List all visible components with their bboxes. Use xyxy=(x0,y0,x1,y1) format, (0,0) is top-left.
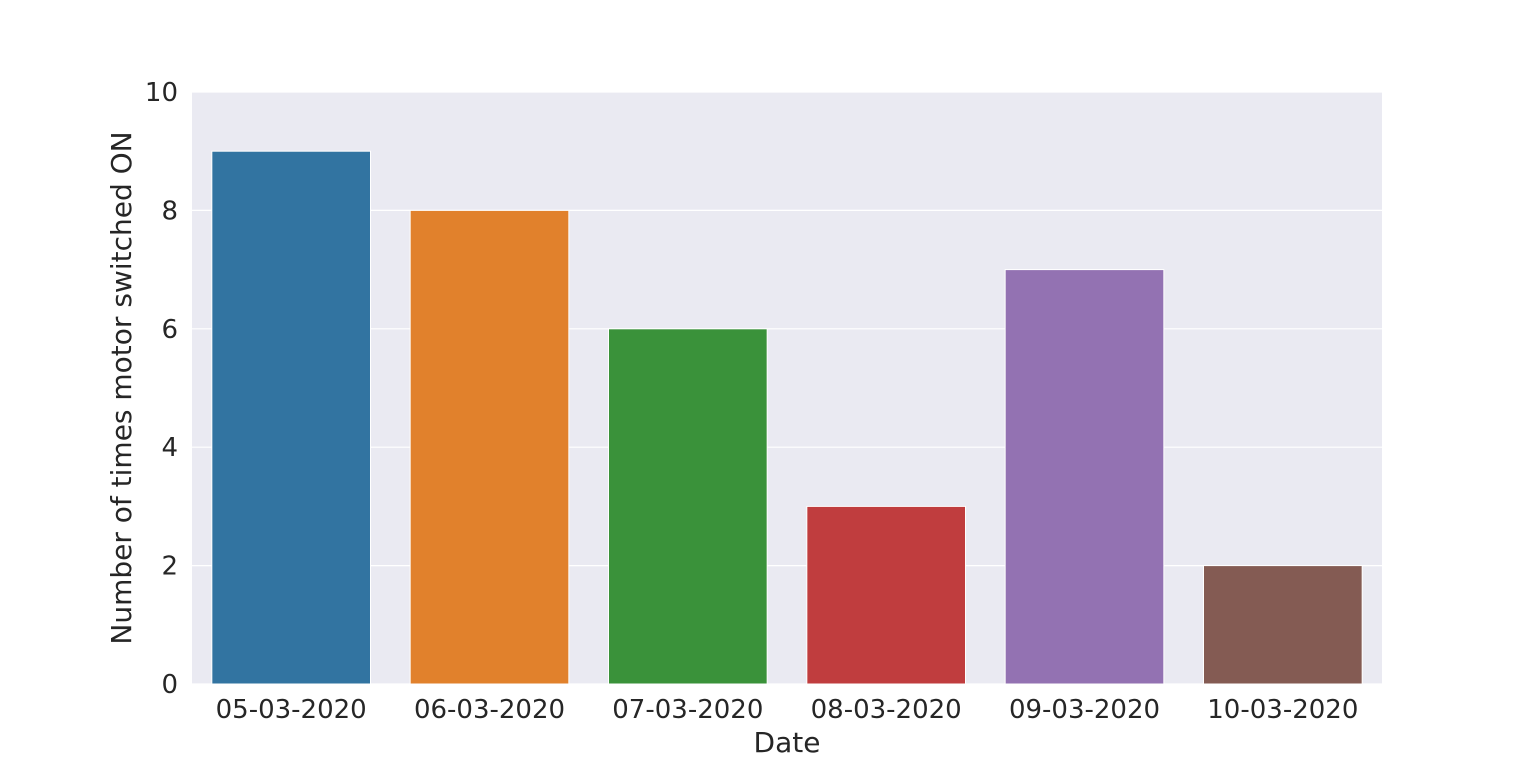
bars xyxy=(211,150,1363,685)
x-axis-ticks: 05-03-2020 06-03-2020 07-03-2020 08-03-2020… xyxy=(216,695,1359,725)
bar-07-03-2020 xyxy=(608,328,768,685)
y-axis-label: Number of times motor switched ON xyxy=(105,131,138,644)
x-tick-label: 10-03-2020 xyxy=(1207,695,1358,725)
bar-06-03-2020 xyxy=(409,209,570,685)
x-axis-label: Date xyxy=(754,726,821,759)
bar-08-03-2020 xyxy=(806,505,966,685)
x-tick-label: 07-03-2020 xyxy=(612,695,763,725)
x-tick-label: 06-03-2020 xyxy=(414,695,565,725)
y-tick-label: 6 xyxy=(161,315,178,345)
bar-10-03-2020 xyxy=(1203,565,1363,685)
gridlines xyxy=(192,91,1382,685)
y-axis-ticks: 0 2 4 6 8 10 xyxy=(145,78,178,700)
y-tick-label: 0 xyxy=(161,670,178,700)
plot-area xyxy=(192,92,1382,684)
x-tick-label: 08-03-2020 xyxy=(811,695,962,725)
bar-09-03-2020 xyxy=(1004,269,1165,685)
y-tick-label: 10 xyxy=(145,78,178,108)
y-tick-label: 4 xyxy=(161,433,178,463)
y-tick-label: 2 xyxy=(161,552,178,582)
bar-05-03-2020 xyxy=(211,150,371,685)
x-tick-label: 09-03-2020 xyxy=(1009,695,1160,725)
y-tick-label: 8 xyxy=(161,196,178,226)
x-tick-label: 05-03-2020 xyxy=(216,695,367,725)
